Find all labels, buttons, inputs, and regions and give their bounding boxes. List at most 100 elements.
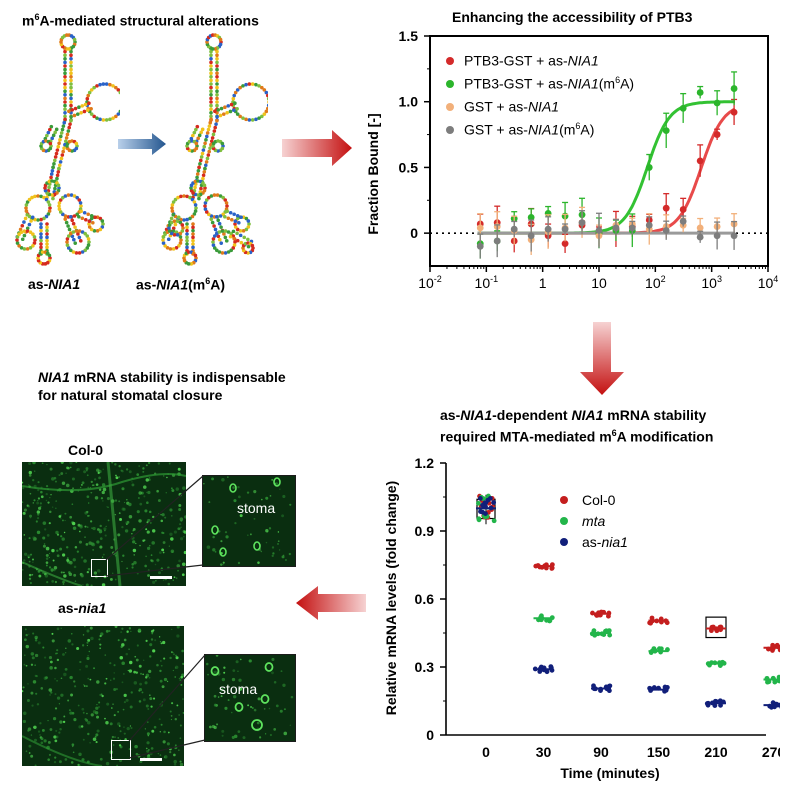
- cell-speck: [180, 683, 183, 686]
- cell-speck: [283, 731, 288, 736]
- cell-speck: [49, 694, 51, 696]
- cell-speck: [80, 556, 84, 559]
- nucleotide-dot: [212, 246, 217, 250]
- nucleotide-dot: [250, 118, 255, 122]
- cell-speck: [124, 529, 129, 533]
- cell-speck: [85, 583, 89, 586]
- nucleotide-dot: [92, 114, 96, 119]
- cell-speck: [64, 519, 66, 522]
- cell-speck: [30, 734, 33, 736]
- cell-speck: [72, 487, 74, 489]
- nucleotide-dot: [201, 173, 206, 178]
- cell-speck: [144, 564, 147, 568]
- nucleotide-dot: [207, 149, 211, 154]
- cell-speck: [238, 678, 242, 682]
- cell-speck: [170, 549, 175, 553]
- cell-speck: [88, 650, 91, 653]
- nucleotide-dot: [167, 229, 172, 233]
- nucleotide-dot: [80, 104, 85, 108]
- cell-speck: [227, 476, 229, 478]
- nucleotide-dot: [71, 230, 76, 234]
- cell-speck: [178, 677, 181, 680]
- cell-speck: [28, 537, 31, 540]
- nucleotide-dot: [206, 127, 211, 132]
- nucleotide-dot: [161, 238, 165, 242]
- nucleotide-dot: [25, 229, 30, 233]
- nucleotide-dot: [87, 101, 91, 106]
- nucleotide-dot: [65, 132, 70, 137]
- nucleotide-dot: [203, 163, 208, 168]
- cell-speck: [55, 530, 59, 535]
- cell-speck: [138, 519, 142, 523]
- cell-speck: [123, 501, 126, 504]
- cell-speck: [81, 758, 85, 762]
- nucleotide-dot: [199, 186, 203, 191]
- cell-speck: [161, 513, 165, 517]
- cell-speck: [48, 552, 51, 555]
- nucleotide-dot: [239, 240, 244, 245]
- nucleotide-dot: [69, 114, 73, 119]
- nucleotide-dot: [203, 166, 207, 171]
- cell-speck: [61, 553, 66, 557]
- nucleotide-dot: [44, 214, 49, 219]
- asnia1-zoom-box: [111, 740, 131, 760]
- cell-speck: [136, 510, 140, 514]
- cell-speck: [37, 641, 41, 645]
- cell-speck: [54, 739, 58, 743]
- nucleotide-dot: [189, 188, 194, 193]
- nucleotide-dot: [49, 172, 54, 176]
- cell-speck: [115, 688, 118, 691]
- nucleotide-dot: [29, 219, 33, 223]
- data-point: [662, 227, 670, 234]
- cell-speck: [99, 537, 103, 540]
- nucleotide-dot: [32, 235, 37, 239]
- nucleotide-dot: [48, 127, 52, 132]
- nucleotide-dot: [85, 246, 90, 250]
- cell-speck: [178, 508, 182, 511]
- stability-chart: Relative mRNA levels (fold change) Time …: [383, 455, 780, 781]
- cell-speck: [100, 497, 104, 500]
- cell-speck: [56, 627, 60, 631]
- nucleotide-dot: [77, 251, 82, 255]
- cell-speck: [110, 546, 114, 549]
- nucleotide-dot: [48, 206, 52, 210]
- cell-speck: [86, 712, 88, 715]
- nucleotide-dot: [69, 82, 73, 86]
- nucleotide-dot: [204, 210, 209, 214]
- replicate-point: [774, 642, 780, 648]
- nucleotide-dot: [54, 127, 59, 132]
- cell-speck: [62, 583, 65, 585]
- nucleotide-dot: [114, 85, 118, 90]
- nucleotide-dot: [63, 194, 68, 198]
- cell-speck: [85, 718, 89, 722]
- cell-speck: [93, 571, 98, 575]
- cell-speck: [182, 486, 186, 490]
- nucleotide-dot: [104, 118, 109, 122]
- cell-speck: [181, 562, 186, 567]
- cell-speck: [150, 559, 153, 562]
- nucleotide-dot: [87, 90, 92, 95]
- nucleotide-dot: [63, 71, 67, 75]
- cell-speck: [132, 527, 136, 531]
- cell-speck: [87, 486, 90, 489]
- cell-speck: [45, 484, 49, 488]
- nucleotide-dot: [73, 106, 78, 111]
- cell-speck: [205, 662, 209, 666]
- cell-speck: [273, 728, 277, 731]
- nucleotide-dot: [209, 93, 213, 97]
- cell-speck: [221, 729, 225, 733]
- nucleotide-dot: [267, 100, 268, 104]
- replicate-point: [477, 495, 483, 501]
- nucleotide-dot: [216, 234, 221, 239]
- cell-speck: [158, 636, 161, 638]
- cell-speck: [147, 708, 150, 710]
- nucleotide-dot: [212, 224, 216, 228]
- nucleotide-dot: [209, 96, 213, 101]
- cell-speck: [48, 556, 51, 559]
- cell-speck: [49, 666, 53, 670]
- nucleotide-dot: [42, 195, 46, 200]
- cell-speck: [52, 559, 55, 562]
- nucleotide-dot: [63, 49, 67, 54]
- nucleotide-dot: [241, 116, 245, 120]
- cell-speck: [173, 753, 176, 757]
